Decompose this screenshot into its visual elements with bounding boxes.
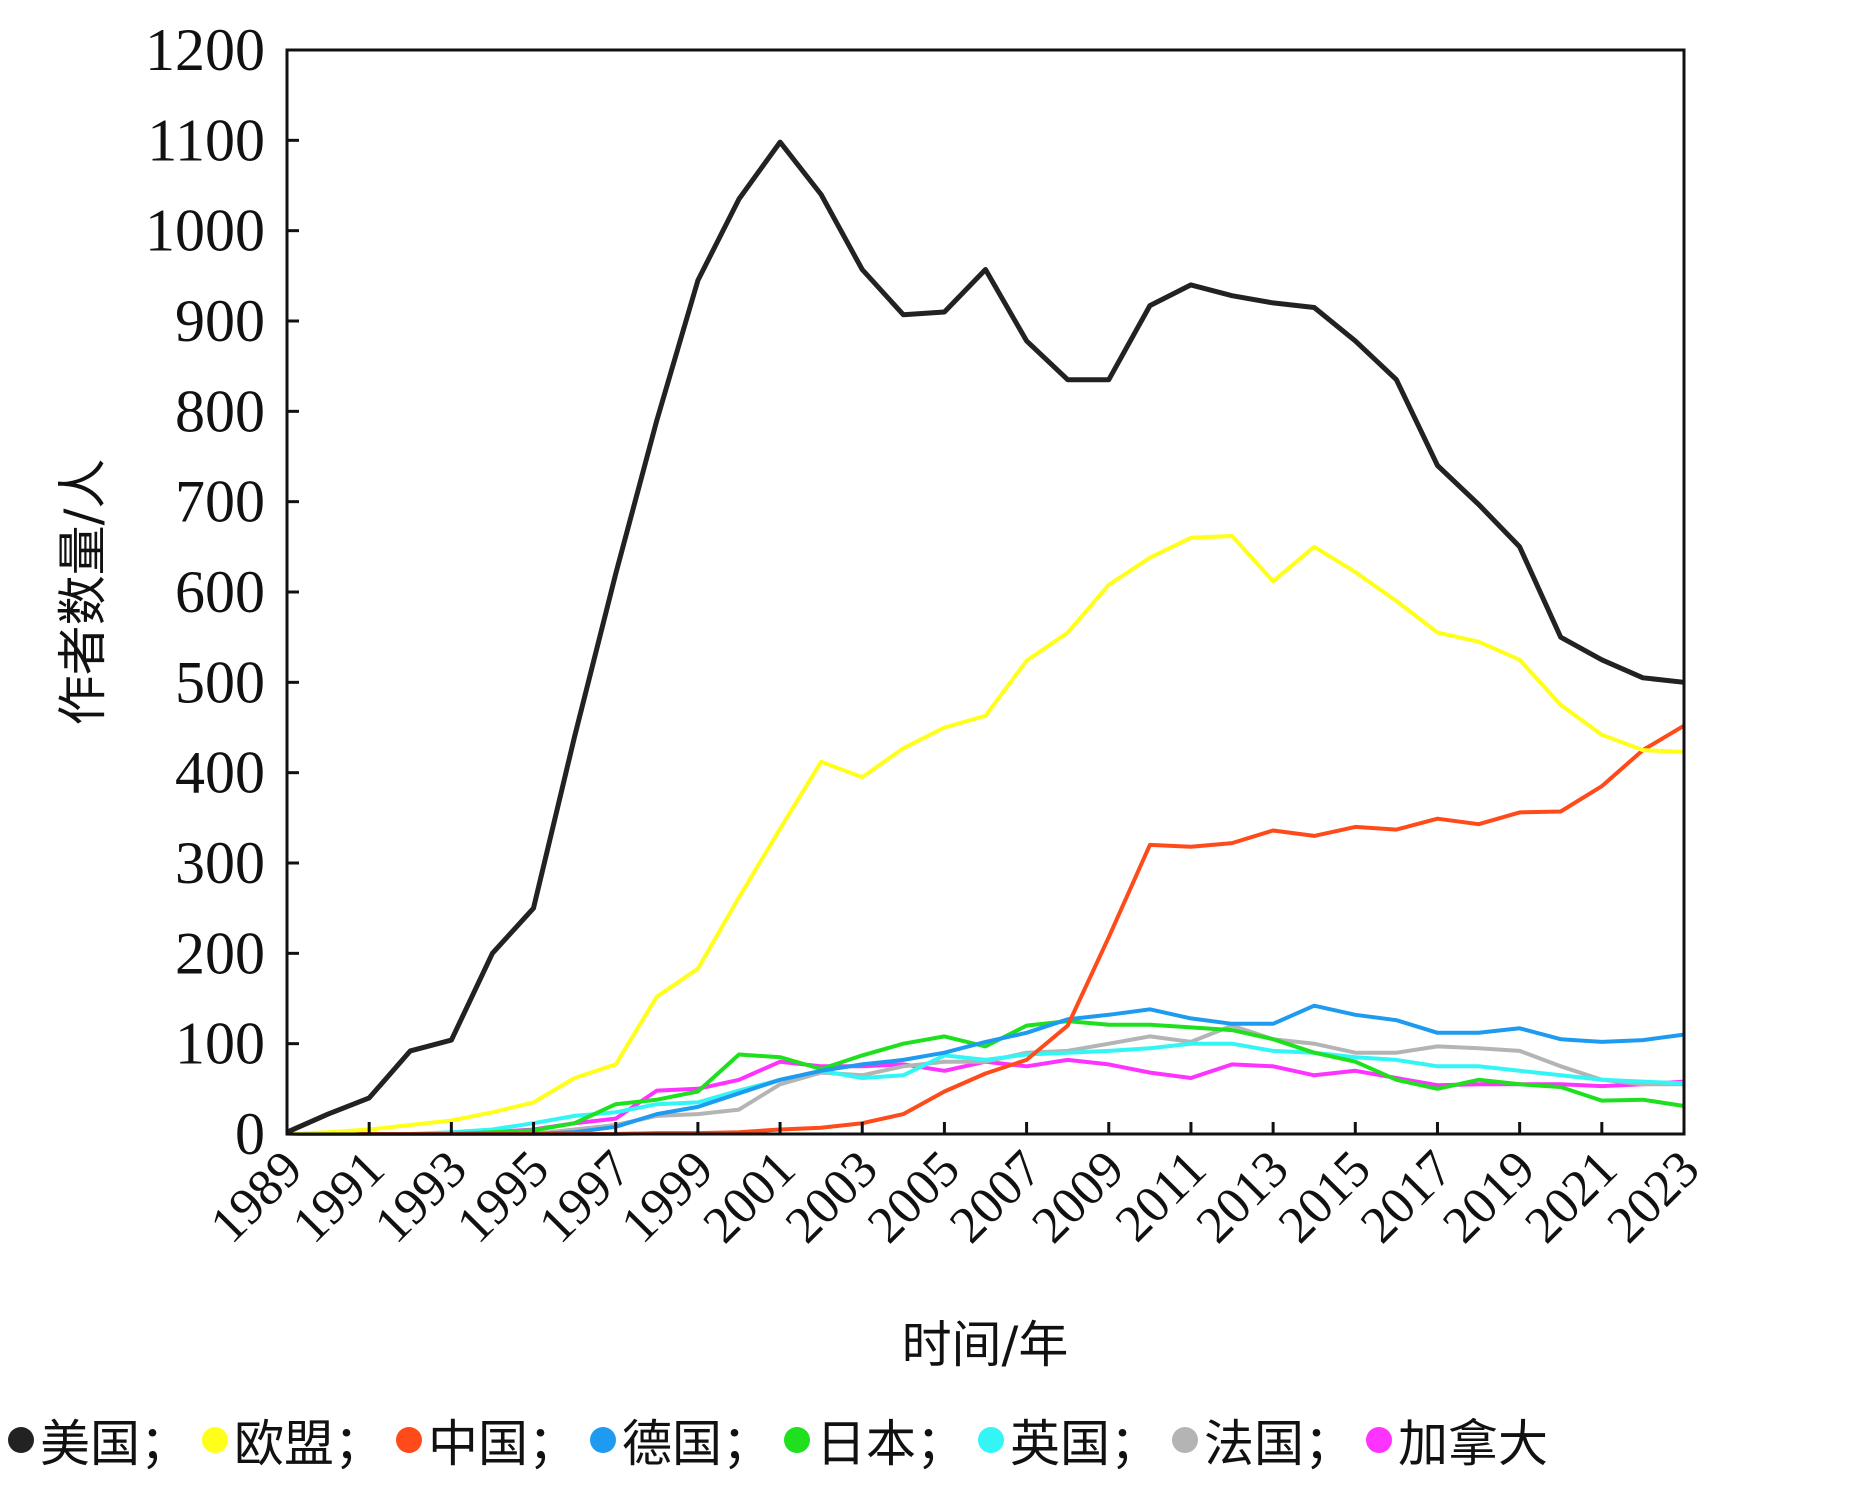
- legend-item: 加拿大: [1354, 1404, 1548, 1476]
- legend-label: 英国: [1010, 1415, 1110, 1473]
- x-tick-label: 2021: [1514, 1140, 1628, 1254]
- legend-item: 美国；: [0, 1404, 190, 1476]
- x-tick-label: 1999: [611, 1140, 725, 1254]
- legend-separator: ；: [528, 1415, 578, 1473]
- x-axis: 1989199119931995199719992001200320052007…: [200, 1122, 1711, 1254]
- series-line-2: [286, 534, 1685, 1136]
- y-tick-label: 300: [175, 830, 265, 896]
- legend-label: 加拿大: [1398, 1415, 1548, 1473]
- legend-swatch: [202, 1427, 228, 1453]
- x-tick-label: 2007: [939, 1140, 1053, 1254]
- y-tick-label: 200: [175, 920, 265, 986]
- y-tick-label: 1200: [145, 17, 265, 83]
- legend-separator: ；: [334, 1415, 384, 1473]
- series-line-6: [287, 1041, 1685, 1136]
- y-tick-label: 100: [175, 1011, 265, 1077]
- x-tick-label: 2009: [1021, 1140, 1135, 1254]
- legend-separator: ；: [140, 1415, 190, 1473]
- series-line-1: [285, 139, 1685, 1135]
- legend-swatch: [396, 1427, 422, 1453]
- y-tick-label: 600: [175, 559, 265, 625]
- y-tick-label: 1000: [145, 198, 265, 264]
- y-tick-label: 900: [175, 288, 265, 354]
- legend-label: 德国: [622, 1415, 722, 1473]
- x-tick-label: 1997: [528, 1140, 642, 1254]
- plot-frame: [285, 48, 1686, 1136]
- legend-label: 中国: [428, 1415, 528, 1473]
- legend-item: 法国；: [1160, 1404, 1354, 1476]
- x-tick-label: 2011: [1105, 1140, 1217, 1252]
- x-tick-label: 2015: [1268, 1140, 1382, 1254]
- legend-item: 英国；: [966, 1404, 1160, 1476]
- x-tick-label: 1991: [282, 1140, 396, 1254]
- legend-separator: ；: [1110, 1415, 1160, 1473]
- x-tick-label: 2023: [1597, 1140, 1711, 1254]
- legend-swatch: [1366, 1427, 1392, 1453]
- legend-label: 欧盟: [234, 1415, 334, 1473]
- x-tick-label: 1993: [364, 1140, 478, 1254]
- line-chart: 0 100 200 300 400 500 600 700 800 900 1000 1100 1200…: [54, 17, 1711, 1374]
- legend-item: 中国；: [384, 1404, 578, 1476]
- legend-separator: ；: [722, 1415, 772, 1473]
- legend-item: 欧盟；: [190, 1404, 384, 1476]
- legend-separator: ；: [916, 1415, 966, 1473]
- legend: 美国；欧盟；中国；德国；日本；英国；法国；加拿大: [0, 1405, 1865, 1475]
- x-tick-label: 2013: [1186, 1140, 1300, 1254]
- legend-item: 德国；: [578, 1404, 772, 1476]
- series-layer: [285, 139, 1686, 1136]
- legend-swatch: [590, 1427, 616, 1453]
- x-tick-label: 2001: [693, 1140, 807, 1254]
- legend-swatch: [784, 1427, 810, 1453]
- x-tick-label: 2003: [775, 1140, 889, 1254]
- series-line-5: [287, 1019, 1685, 1136]
- y-tick-label: 800: [175, 378, 265, 444]
- y-tick-label: 400: [175, 740, 265, 806]
- x-tick-label: 1995: [446, 1140, 560, 1254]
- legend-item: 日本；: [772, 1404, 966, 1476]
- y-tick-label: 1100: [147, 107, 265, 173]
- legend-label: 美国: [40, 1415, 140, 1473]
- y-tick-label: 700: [175, 469, 265, 535]
- x-axis-title: 时间/年: [902, 1316, 1069, 1374]
- series-line-8: [287, 1057, 1685, 1136]
- x-tick-label: 2005: [857, 1140, 971, 1254]
- y-axis-title: 作者数量/人: [54, 459, 112, 726]
- legend-swatch: [978, 1427, 1004, 1453]
- legend-label: 法国: [1204, 1415, 1304, 1473]
- x-tick-label: 1989: [200, 1140, 314, 1254]
- y-tick-label: 0: [235, 1101, 265, 1167]
- series-line-3: [287, 723, 1686, 1136]
- legend-swatch: [1172, 1427, 1198, 1453]
- x-tick-label: 2017: [1350, 1140, 1464, 1254]
- y-tick-label: 500: [175, 649, 265, 715]
- legend-swatch: [8, 1427, 34, 1453]
- legend-label: 日本: [816, 1415, 916, 1473]
- series-line-4: [287, 1003, 1685, 1136]
- y-axis: 0 100 200 300 400 500 600 700 800 900 1000 1100 1200: [145, 17, 299, 1167]
- x-tick-label: 2019: [1432, 1140, 1546, 1254]
- legend-separator: ；: [1304, 1415, 1354, 1473]
